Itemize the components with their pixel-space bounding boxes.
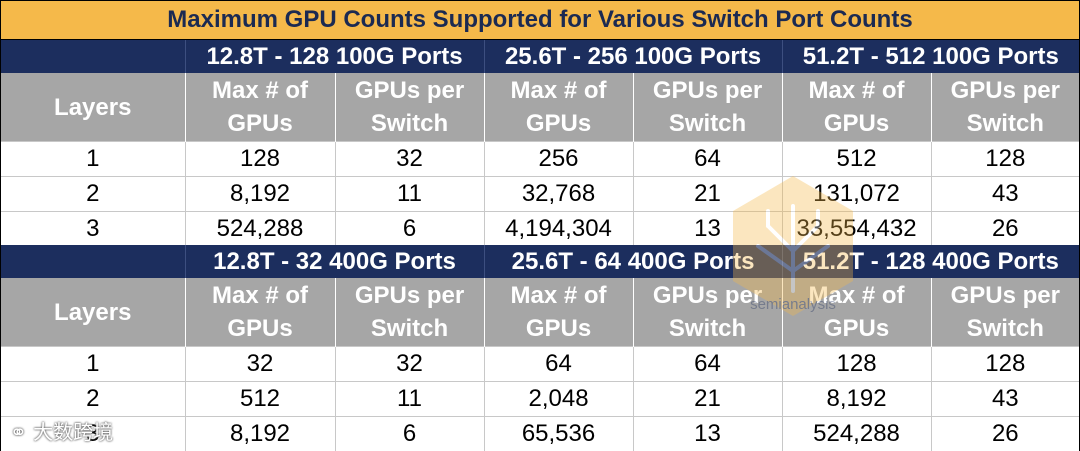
corner-watermark: ⚭ 大数跨境 bbox=[10, 420, 114, 444]
data-cell: 13 bbox=[632, 211, 783, 246]
data-cell: 21 bbox=[632, 381, 783, 417]
data-cell: 128 bbox=[781, 346, 932, 382]
data-cell: 33,554,432 bbox=[781, 211, 932, 246]
group-header-25-6t-100g: 25.6T - 256 100G Ports bbox=[483, 40, 783, 73]
max-gpus-header: Max # of GPUs bbox=[781, 278, 932, 347]
data-cell: 11 bbox=[334, 176, 485, 212]
table-100g-ports: 12.8T - 128 100G Ports 25.6T - 256 100G … bbox=[1, 40, 1080, 246]
data-cell: 64 bbox=[632, 141, 783, 177]
data-cell: 8,192 bbox=[184, 176, 335, 212]
data-cell: 4,194,304 bbox=[483, 211, 634, 246]
gpus-per-switch-header: GPUs per Switch bbox=[930, 278, 1080, 347]
max-gpus-header: Max # of GPUs bbox=[483, 73, 634, 142]
gpus-per-switch-header: GPUs per Switch bbox=[334, 278, 485, 347]
layer-cell: 1 bbox=[1, 346, 185, 382]
table-row: 3 524,288 6 4,194,304 13 33,554,432 26 bbox=[1, 211, 1080, 246]
group-header-row-400g: 12.8T - 32 400G Ports 25.6T - 64 400G Po… bbox=[1, 245, 1080, 278]
table-title: Maximum GPU Counts Supported for Various… bbox=[1, 1, 1079, 40]
data-cell: 6 bbox=[334, 211, 485, 246]
column-header-row-400g: Layers Max # of GPUs GPUs per Switch Max #… bbox=[1, 278, 1080, 347]
group-header-12-8t-100g: 12.8T - 128 100G Ports bbox=[184, 40, 485, 73]
layer-cell: 3 bbox=[1, 416, 185, 451]
layers-header: Layers bbox=[1, 278, 185, 347]
max-gpus-header: Max # of GPUs bbox=[184, 278, 335, 347]
data-cell: 128 bbox=[930, 141, 1080, 177]
data-cell: 6 bbox=[334, 416, 485, 451]
gpus-per-switch-header: GPUs per Switch bbox=[632, 73, 783, 142]
data-cell: 128 bbox=[930, 346, 1080, 382]
layer-cell: 1 bbox=[1, 141, 185, 177]
data-cell: 2,048 bbox=[483, 381, 634, 417]
layer-cell: 2 bbox=[1, 381, 185, 417]
data-cell: 32 bbox=[334, 346, 485, 382]
data-cell: 524,288 bbox=[184, 211, 335, 246]
group-header-51-2t-400g: 51.2T - 128 400G Ports bbox=[781, 245, 1080, 278]
data-cell: 26 bbox=[930, 416, 1080, 451]
group-header-row-100g: 12.8T - 128 100G Ports 25.6T - 256 100G … bbox=[1, 40, 1080, 73]
group-header-12-8t-400g: 12.8T - 32 400G Ports bbox=[184, 245, 485, 278]
gpus-per-switch-header: GPUs per Switch bbox=[930, 73, 1080, 142]
layer-cell: 3 bbox=[1, 211, 185, 246]
data-cell: 32 bbox=[184, 346, 335, 382]
table-row: 3 8,192 6 65,536 13 524,288 26 bbox=[1, 416, 1080, 451]
data-cell: 128 bbox=[184, 141, 335, 177]
data-cell: 43 bbox=[930, 381, 1080, 417]
table-row: 1 32 32 64 64 128 128 bbox=[1, 346, 1080, 382]
gpus-per-switch-header: GPUs per Switch bbox=[334, 73, 485, 142]
data-cell: 32 bbox=[334, 141, 485, 177]
data-cell: 512 bbox=[781, 141, 932, 177]
group-header-blank bbox=[1, 40, 185, 73]
data-cell: 512 bbox=[184, 381, 335, 417]
data-cell: 524,288 bbox=[781, 416, 932, 451]
layer-cell: 2 bbox=[1, 176, 185, 212]
table-row: 1 128 32 256 64 512 128 bbox=[1, 141, 1080, 177]
data-cell: 8,192 bbox=[184, 416, 335, 451]
data-cell: 32,768 bbox=[483, 176, 634, 212]
data-cell: 11 bbox=[334, 381, 485, 417]
gpus-per-switch-header: GPUs per Switch bbox=[632, 278, 783, 347]
table-row: 2 8,192 11 32,768 21 131,072 43 bbox=[1, 176, 1080, 212]
table-row: 2 512 11 2,048 21 8,192 43 bbox=[1, 381, 1080, 417]
group-header-blank bbox=[1, 245, 185, 278]
group-header-51-2t-100g: 51.2T - 512 100G Ports bbox=[781, 40, 1080, 73]
data-cell: 65,536 bbox=[483, 416, 634, 451]
data-cell: 26 bbox=[930, 211, 1080, 246]
table-400g-ports: 12.8T - 32 400G Ports 25.6T - 64 400G Po… bbox=[1, 245, 1080, 451]
group-header-25-6t-400g: 25.6T - 64 400G Ports bbox=[483, 245, 783, 278]
data-cell: 13 bbox=[632, 416, 783, 451]
max-gpus-header: Max # of GPUs bbox=[483, 278, 634, 347]
data-cell: 21 bbox=[632, 176, 783, 212]
data-cell: 64 bbox=[483, 346, 634, 382]
data-cell: 256 bbox=[483, 141, 634, 177]
layers-header: Layers bbox=[1, 73, 185, 142]
data-cell: 8,192 bbox=[781, 381, 932, 417]
data-cell: 64 bbox=[632, 346, 783, 382]
max-gpus-header: Max # of GPUs bbox=[781, 73, 932, 142]
data-cell: 131,072 bbox=[781, 176, 932, 212]
column-header-row-100g: Layers Max # of GPUs GPUs per Switch Max #… bbox=[1, 73, 1080, 142]
data-cell: 43 bbox=[930, 176, 1080, 212]
max-gpus-header: Max # of GPUs bbox=[184, 73, 335, 142]
